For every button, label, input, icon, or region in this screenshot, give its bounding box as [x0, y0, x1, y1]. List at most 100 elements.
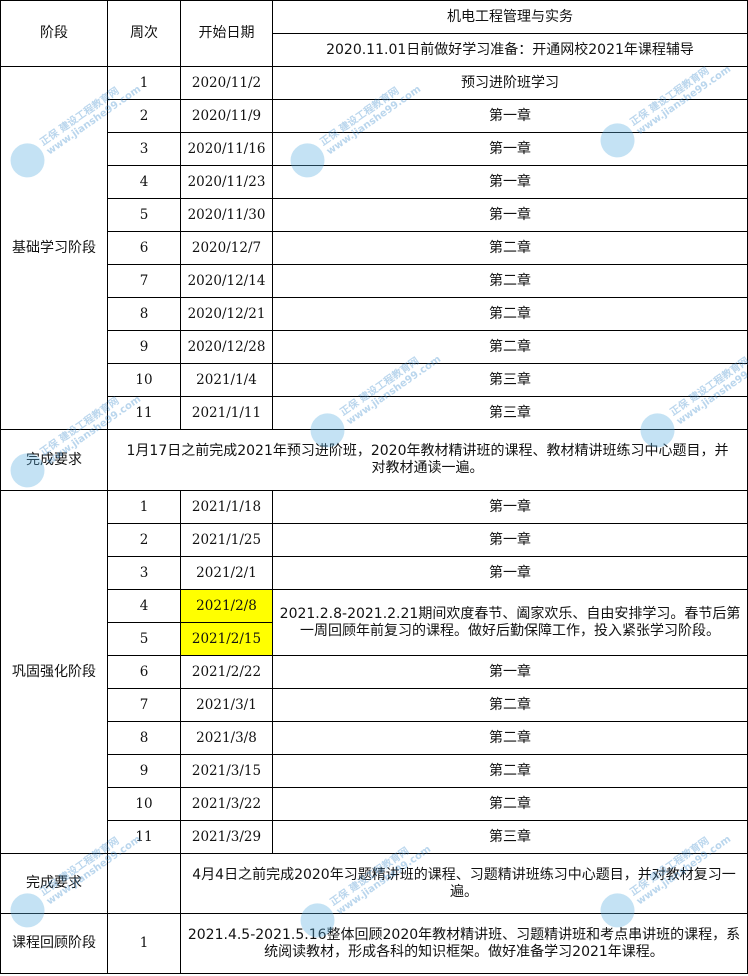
week-cell: 9 — [107, 754, 181, 788]
content-cell: 第二章 — [272, 754, 748, 788]
content-cell: 第三章 — [272, 396, 748, 430]
table-row: 4 2021/2/8 2021.2.8-2021.2.21期间欢度春节、阖家欢乐、自… — [1, 589, 748, 656]
header-row: 2020.11.01日前做好学习准备：开通网校2021年课程辅导 — [1, 33, 748, 67]
date-cell: 2021/3/15 — [180, 754, 273, 788]
requirement-label: 完成要求 — [0, 429, 108, 491]
date-cell: 2020/11/30 — [180, 198, 273, 232]
table-row: 8 2021/3/8 第二章 — [1, 721, 748, 755]
week-cell: 11 — [107, 396, 181, 430]
table-row: 2 2020/11/9 第一章 — [1, 99, 748, 133]
table-row: 11 2021/1/11 第三章 — [1, 396, 748, 430]
week-cell: 2 — [107, 523, 181, 557]
table-row: 6 2020/12/7 第二章 — [1, 231, 748, 265]
requirement-text: 4月4日之前完成2020年习题精讲班的课程、习题精讲班练习中心题目，并对教材复习… — [180, 853, 748, 914]
holiday-note: 2021.2.8-2021.2.21期间欢度春节、阖家欢乐、自由安排学习。春节后… — [272, 589, 748, 656]
table-row: 完成要求 1月17日之前完成2021年预习进阶班，2020年教材精讲班的课程、教材… — [0, 429, 748, 491]
week-cell: 5 — [107, 622, 181, 656]
empty-cell — [107, 853, 181, 914]
content-cell: 第一章 — [272, 655, 748, 689]
date-cell: 2021/2/22 — [180, 655, 273, 689]
table-row: 6 2021/2/22 第一章 — [1, 655, 748, 689]
week-cell: 9 — [107, 330, 181, 364]
content-cell: 第二章 — [272, 330, 748, 364]
header-row: 阶段 周次 开始日期 机电工程管理与实务 — [0, 0, 748, 67]
date-cell: 2020/12/21 — [180, 297, 273, 331]
week-cell: 10 — [107, 363, 181, 397]
date-cell: 2021/3/8 — [180, 721, 273, 755]
requirement-label: 完成要求 — [0, 853, 108, 914]
table-row: 巩固强化阶段 1 2021/1/18 第一章 — [0, 490, 748, 854]
table-row: 3 2020/11/16 第一章 — [1, 132, 748, 166]
table-row: 2 2021/1/25 第一章 — [1, 523, 748, 557]
date-cell: 2021/2/1 — [180, 556, 273, 590]
table-row: 9 2021/3/15 第二章 — [1, 754, 748, 788]
content-cell: 第二章 — [272, 787, 748, 821]
table-row: 7 2021/3/1 第二章 — [1, 688, 748, 722]
content-cell: 第一章 — [272, 523, 748, 557]
content-cell: 第二章 — [272, 721, 748, 755]
date-cell: 2021/1/4 — [180, 363, 273, 397]
date-cell: 2020/11/2 — [180, 66, 273, 100]
week-cell: 1 — [107, 66, 181, 100]
content-cell: 第一章 — [272, 490, 748, 524]
content-cell: 第一章 — [272, 99, 748, 133]
content-cell: 第三章 — [272, 363, 748, 397]
week-cell: 1 — [107, 490, 181, 524]
date-cell: 2020/11/23 — [180, 165, 273, 199]
week-cell: 10 — [107, 787, 181, 821]
week-cell: 6 — [107, 655, 181, 689]
week-cell: 6 — [107, 231, 181, 265]
table-row: 3 2021/2/1 第一章 — [1, 556, 748, 590]
content-cell: 第一章 — [272, 165, 748, 199]
table-row: 10 2021/3/22 第二章 — [1, 787, 748, 821]
date-cell: 2021/2/8 — [180, 589, 273, 623]
week-cell: 2 — [107, 99, 181, 133]
week-cell: 3 — [107, 132, 181, 166]
table-row: 5 2021/2/15 — [1, 622, 748, 656]
week-cell: 8 — [107, 721, 181, 755]
week-cell: 5 — [107, 198, 181, 232]
table-row: 11 2021/3/29 第三章 — [1, 820, 748, 854]
week-cell: 4 — [107, 589, 181, 623]
table-row: 8 2020/12/21 第二章 — [1, 297, 748, 331]
table-row: 4 2020/11/23 第一章 — [1, 165, 748, 199]
content-cell: 第一章 — [272, 132, 748, 166]
date-cell: 2021/3/22 — [180, 787, 273, 821]
week-cell: 1 — [107, 913, 181, 974]
week-cell: 11 — [107, 820, 181, 854]
content-cell: 第二章 — [272, 688, 748, 722]
date-cell: 2021/3/29 — [180, 820, 273, 854]
stage-label: 基础学习阶段 — [0, 66, 108, 430]
content-cell: 第二章 — [272, 231, 748, 265]
content-cell: 第三章 — [272, 820, 748, 854]
date-cell: 2021/1/11 — [180, 396, 273, 430]
week-cell: 7 — [107, 688, 181, 722]
stage-label: 巩固强化阶段 — [0, 490, 108, 854]
content-cell: 第一章 — [272, 556, 748, 590]
date-cell: 2020/11/9 — [180, 99, 273, 133]
table-row: 完成要求 4月4日之前完成2020年习题精讲班的课程、习题精讲班练习中心题目，并对… — [0, 853, 748, 914]
date-cell: 2020/12/28 — [180, 330, 273, 364]
content-cell: 预习进阶班学习 — [272, 66, 748, 100]
requirement-text: 1月17日之前完成2021年预习进阶班，2020年教材精讲班的课程、教材精讲班练… — [107, 429, 748, 491]
date-cell: 2021/2/15 — [180, 622, 273, 656]
content-cell: 第二章 — [272, 297, 748, 331]
table-row: 课程回顾阶段 1 2021.4.5-2021.5.16整体回顾2020年教材精讲班、… — [0, 913, 748, 974]
review-content: 2021.4.5-2021.5.16整体回顾2020年教材精讲班、习题精讲班和考… — [180, 913, 748, 974]
stage-label: 课程回顾阶段 — [0, 913, 108, 974]
date-cell: 2020/12/14 — [180, 264, 273, 298]
table-row: 9 2020/12/28 第二章 — [1, 330, 748, 364]
content-cell: 第二章 — [272, 264, 748, 298]
table-row: 10 2021/1/4 第三章 — [1, 363, 748, 397]
date-cell: 2021/1/18 — [180, 490, 273, 524]
table-row: 7 2020/12/14 第二章 — [1, 264, 748, 298]
header-stage: 阶段 — [0, 0, 108, 67]
header-subject: 机电工程管理与实务 — [272, 0, 748, 34]
content-cell: 第一章 — [272, 198, 748, 232]
header-week: 周次 — [107, 0, 181, 67]
date-cell: 2021/1/25 — [180, 523, 273, 557]
week-cell: 7 — [107, 264, 181, 298]
week-cell: 8 — [107, 297, 181, 331]
table-row: 基础学习阶段 1 2020/11/2 预习进阶班学习 — [0, 66, 748, 430]
